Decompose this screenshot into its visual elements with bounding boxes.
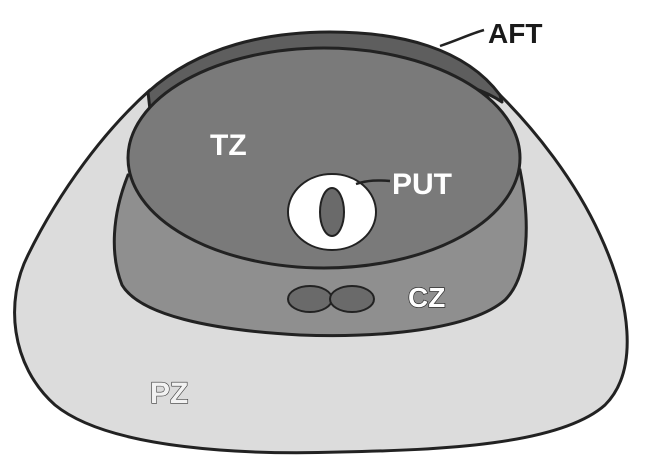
urethra-core: [319, 187, 345, 237]
label-cz: CZ: [408, 282, 445, 313]
label-put: PUT: [392, 168, 452, 201]
ejaculatory-duct-left: [287, 285, 333, 313]
aft-leader-line: [439, 28, 485, 48]
label-aft: AFT: [488, 18, 542, 49]
put-leader-line: [355, 179, 391, 186]
label-tz: TZ: [210, 129, 247, 162]
transition-zone-shape: [126, 46, 522, 270]
label-pz: PZ: [150, 377, 188, 410]
ejaculatory-duct-right: [329, 285, 375, 313]
